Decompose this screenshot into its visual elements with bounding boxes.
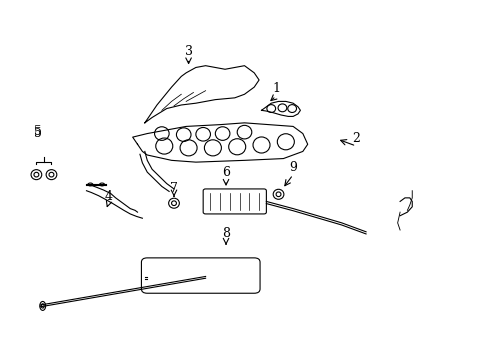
Text: 5: 5: [34, 125, 41, 138]
Text: 2: 2: [352, 132, 360, 145]
Text: 6: 6: [222, 166, 229, 179]
Text: 7: 7: [170, 183, 178, 195]
Text: 9: 9: [288, 161, 296, 174]
Text: 8: 8: [222, 227, 229, 240]
Text: 5: 5: [34, 127, 41, 140]
Text: 3: 3: [184, 45, 192, 58]
Text: 4: 4: [104, 190, 112, 203]
Text: 1: 1: [271, 82, 280, 95]
